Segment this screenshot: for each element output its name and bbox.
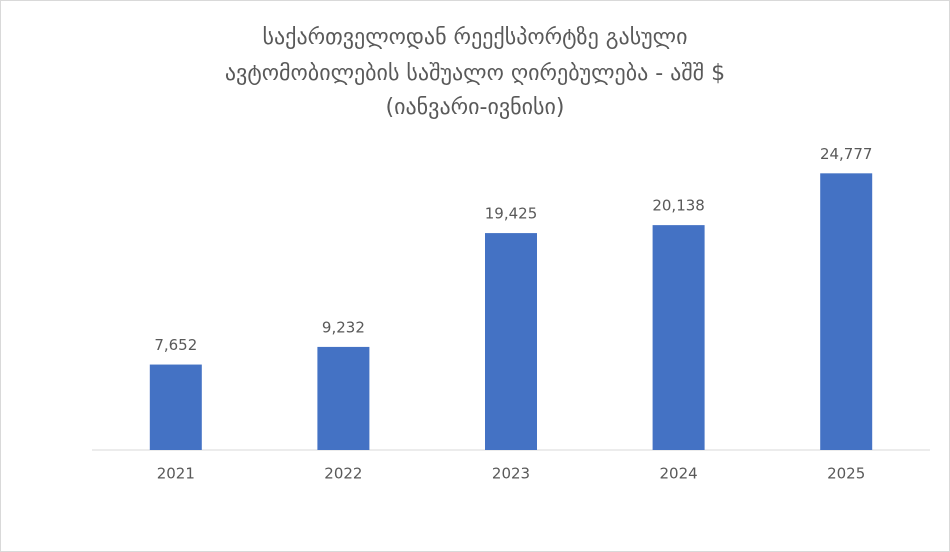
bar bbox=[317, 346, 370, 450]
x-tick-label: 2022 bbox=[324, 465, 362, 483]
data-label: 24,777 bbox=[820, 145, 873, 163]
data-label: 20,138 bbox=[652, 197, 705, 215]
x-tick-label: 2025 bbox=[827, 465, 865, 483]
bar bbox=[149, 364, 202, 450]
chart-title: (იანვარი-ივნისი) bbox=[386, 95, 565, 120]
x-tick-label: 2021 bbox=[157, 465, 195, 483]
bar bbox=[820, 173, 873, 451]
x-tick-label: 2023 bbox=[492, 465, 530, 483]
chart-title: ავტომობილების საშუალო ღირებულება - აშშ $ bbox=[225, 61, 725, 86]
data-label: 9,232 bbox=[322, 318, 365, 336]
data-label: 7,652 bbox=[154, 336, 197, 354]
bar bbox=[485, 233, 537, 450]
x-tick-label: 2024 bbox=[660, 465, 698, 483]
bar bbox=[652, 225, 705, 450]
chart-title: საქართველოდან რეექსპორტზე გასული bbox=[263, 25, 688, 50]
data-label: 19,425 bbox=[485, 205, 538, 223]
